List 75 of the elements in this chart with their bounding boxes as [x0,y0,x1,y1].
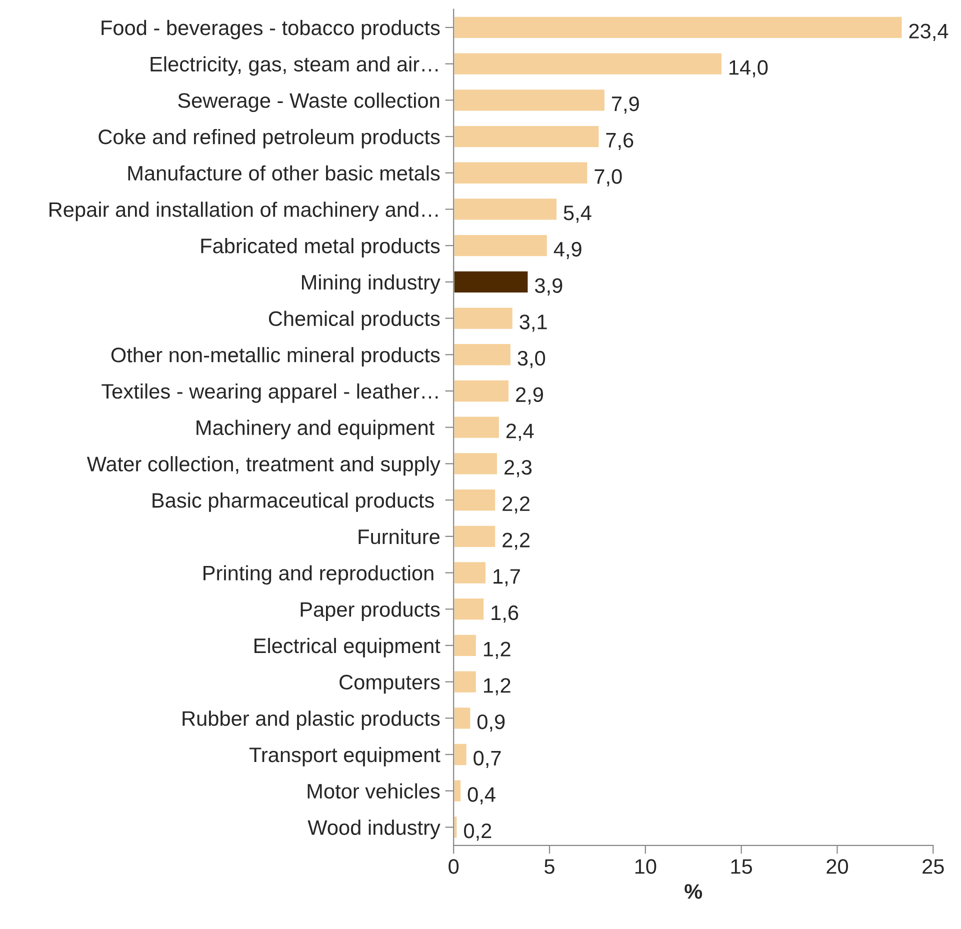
bar [454,415,500,440]
bar [454,124,600,148]
y-tick-label: Machinery and equipment [196,420,434,440]
y-tick-label: Electricity, gas, steam and air… [150,56,438,76]
bar [454,524,496,548]
bar [454,16,904,40]
y-tick-label: Printing and reproduction [204,565,434,585]
bar [454,560,487,585]
data-label: 7,0 [594,169,622,186]
x-tick-label: 0 [448,859,459,874]
y-tick-label: Electrical equipment [254,638,440,658]
data-label: 3,9 [534,278,562,296]
y-tick-label: Motor vehicles [308,783,440,799]
y-tick-label: Coke and refined petroleum products [98,128,440,148]
bar [454,342,512,367]
data-label: 2,4 [506,424,534,441]
data-label: 7,6 [606,132,634,150]
bar [454,306,514,330]
data-label: 4,9 [554,242,582,260]
y-tick-label: Transport equipment [249,746,440,766]
y-tick-label: Basic pharmaceutical products [152,492,434,512]
data-label: 2,2 [502,532,530,550]
data-label: 1,2 [484,678,510,696]
data-label: 1,2 [484,642,510,659]
y-tick-label: Water collection, treatment and supply [86,456,440,476]
data-label: 5,4 [564,206,592,223]
data-label: 2,9 [516,387,543,404]
bar [454,379,510,403]
data-label: 7,9 [612,96,639,114]
y-tick-label: Chemical products [268,310,440,330]
y-tick-label: Sewerage - Waste collection [178,92,440,112]
bar [454,197,558,222]
y-tick-label: Furniture [358,528,440,544]
x-tick-label: 5 [544,859,554,874]
y-tick-label: Wood industry [308,820,440,840]
data-label: 2,3 [504,460,532,478]
y-tick-label: Other non-metallic mineral products [111,347,440,367]
bar [454,597,485,622]
data-label: 0,2 [464,824,492,841]
data-label: 0,4 [468,787,496,804]
bar [454,52,723,76]
bar [454,234,548,258]
y-tick-label: Mining industry [302,274,440,294]
bar [454,778,462,803]
bar [454,706,472,730]
data-label: 1,7 [494,569,520,586]
data-label: 14,0 [730,60,768,78]
bar [454,270,530,294]
data-label: 2,2 [502,496,530,514]
y-tick-label: Food - beverages - tobacco products [102,20,440,40]
data-label: 23,4 [909,24,948,41]
x-tick-label: 10 [635,859,656,874]
data-label: 1,6 [492,605,518,623]
y-tick-label: Paper products [300,602,440,621]
x-axis-title: % [684,884,702,899]
bar [454,670,478,694]
y-tick-label: Manufacture of other basic metals [128,165,440,181]
y-tick-label: Rubber and plastic products [182,710,440,730]
data-label: 3,0 [518,350,546,368]
bar [454,633,478,658]
x-tick-label: 25 [922,859,944,874]
bar [454,452,498,476]
y-tick-label: Repair and installation of machinery and… [50,202,438,222]
data-label: 0,9 [477,714,505,732]
data-label: 0,7 [474,750,501,768]
y-tick-label: Fabricated metal products [201,238,440,258]
bar [454,88,606,112]
bar [454,488,496,512]
x-tick-label: 20 [826,859,848,874]
bar [454,160,589,185]
y-tick-label: Textiles - wearing apparel - leather… [102,383,438,403]
bar [454,742,468,766]
data-label: 3,1 [520,314,547,332]
y-tick-label: Computers [340,674,440,694]
x-tick-label: 15 [731,859,752,874]
